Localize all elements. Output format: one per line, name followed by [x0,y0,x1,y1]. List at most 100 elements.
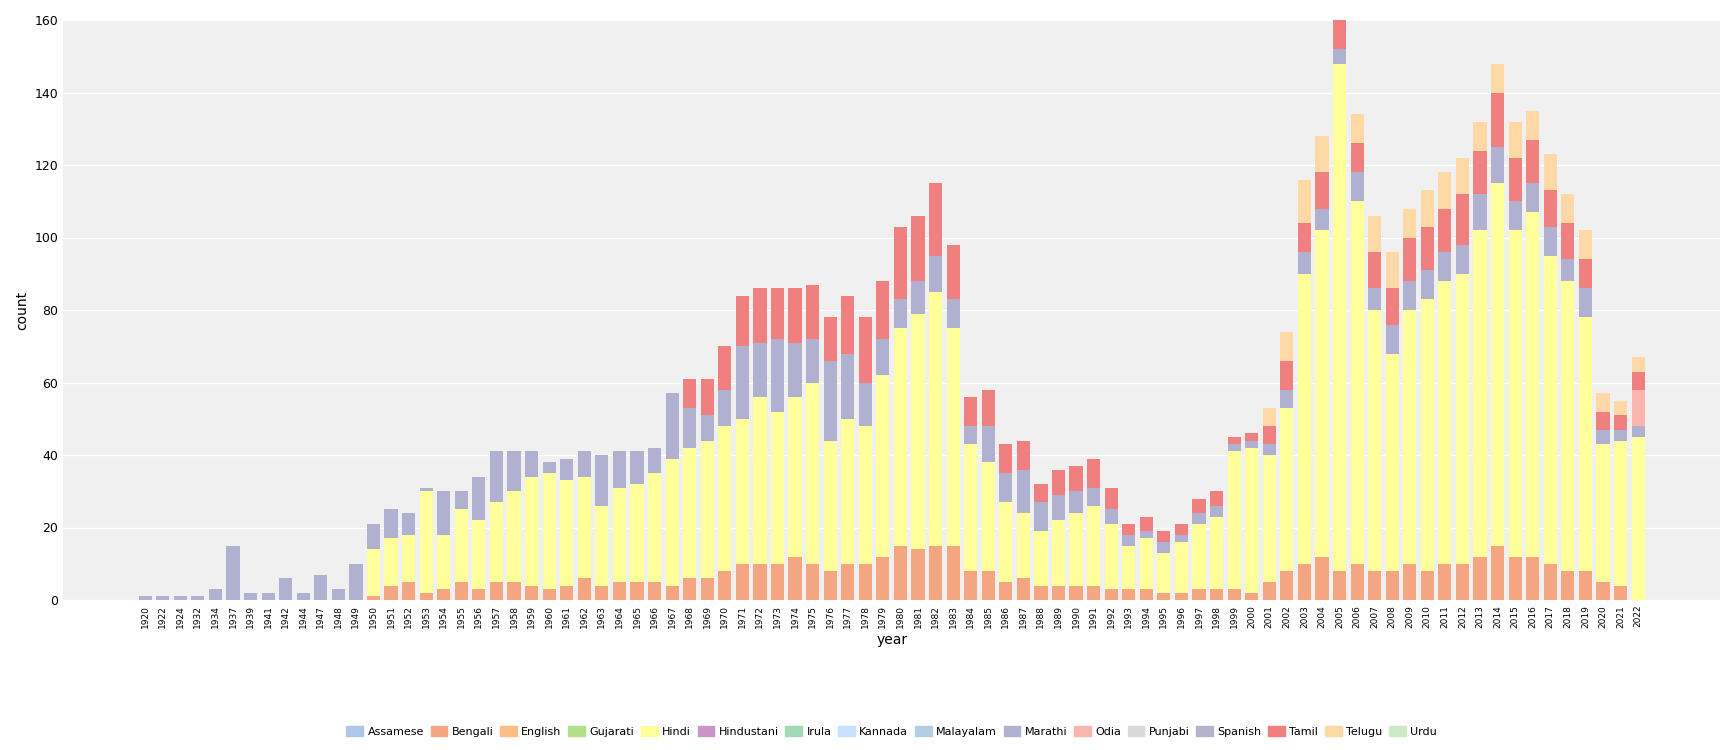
Bar [1369,252,1381,288]
Bar [1246,440,1258,448]
Bar [999,473,1013,502]
Bar [859,382,873,426]
Bar [1438,281,1452,564]
Bar [1614,430,1627,440]
Bar [1280,361,1293,390]
Bar [437,535,451,590]
Bar [1473,122,1487,151]
Bar [841,296,854,353]
Bar [1051,495,1065,520]
Bar [385,509,397,538]
Bar [1105,488,1117,509]
Bar [1404,281,1416,310]
Bar [507,452,520,491]
Bar [807,285,819,339]
Bar [911,314,925,549]
Bar [1562,223,1574,260]
Bar [1579,288,1593,317]
Bar [507,491,520,582]
Bar [1614,416,1627,430]
Bar [647,448,661,473]
Bar [226,546,239,600]
Bar [630,484,644,582]
Bar [1562,194,1574,223]
Bar [718,390,732,426]
Bar [647,582,661,600]
Bar [999,444,1013,473]
Bar [1579,317,1593,571]
Bar [701,416,713,440]
Bar [1369,571,1381,600]
Bar [841,564,854,600]
Bar [455,582,468,600]
Bar [841,419,854,564]
Bar [1473,194,1487,230]
Bar [1544,190,1556,226]
Bar [911,549,925,600]
Bar [1209,491,1223,506]
Bar [807,382,819,564]
Bar [1263,426,1275,444]
Bar [1421,190,1433,226]
Bar [612,582,626,600]
Bar [1140,517,1154,531]
Bar [947,299,959,328]
Bar [543,590,555,600]
Bar [1192,499,1206,513]
Bar [578,477,592,578]
Bar [894,299,907,328]
X-axis label: year: year [876,634,907,647]
Bar [684,448,696,578]
Bar [1438,172,1452,208]
Bar [1527,556,1539,600]
Bar [788,288,802,343]
Bar [701,379,713,416]
Bar [824,571,836,600]
Bar [560,458,573,481]
Bar [1350,172,1364,201]
Bar [489,503,503,582]
Bar [1369,216,1381,252]
Bar [947,244,959,299]
Bar [999,503,1013,582]
Bar [701,578,713,600]
Bar [208,590,222,600]
Bar [1105,524,1117,590]
Bar [455,509,468,582]
Bar [876,339,890,375]
Bar [1456,194,1470,244]
Bar [1350,564,1364,600]
Bar [1123,590,1135,600]
Bar [1298,564,1312,600]
Bar [1280,571,1293,600]
Bar [1157,592,1171,600]
Bar [807,564,819,600]
Bar [736,419,750,564]
Bar [1404,238,1416,281]
Bar [1456,564,1470,600]
Bar [753,564,767,600]
Bar [965,571,977,600]
Bar [1404,310,1416,564]
Bar [262,592,274,600]
Bar [911,216,925,281]
Bar [245,592,257,600]
Bar [1386,571,1398,600]
Bar [1263,408,1275,426]
Bar [403,535,415,582]
Bar [753,397,767,564]
Bar [1175,542,1188,592]
Bar [612,488,626,582]
Bar [560,586,573,600]
Bar [1544,226,1556,256]
Bar [472,520,486,590]
Bar [1034,531,1048,586]
Bar [824,317,836,361]
Bar [894,546,907,600]
Bar [684,578,696,600]
Bar [156,596,170,600]
Bar [1562,571,1574,600]
Bar [928,256,942,292]
Bar [1228,590,1241,600]
Bar [1438,564,1452,600]
